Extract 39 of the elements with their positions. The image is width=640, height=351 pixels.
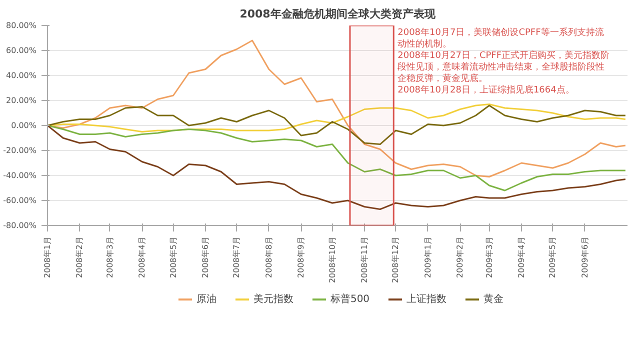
x-tick-label: 2009年2月: [456, 236, 465, 278]
y-tick-label: 60.00%: [6, 46, 37, 55]
x-tick-label: 2008年1月: [43, 236, 52, 278]
annotation: 2008年10月27日，CPFF正式开启购买，美元指数阶段性见顶，意味着流动性冲击结束，全球股指阶段性企稳反弹，黄金见底。: [398, 50, 610, 84]
y-tick-label: 80.00%: [6, 21, 37, 30]
chart-title: 2008年金融危机期间全球大类资产表现: [240, 8, 436, 20]
y-tick-label: -60.00%: [3, 196, 37, 205]
x-tick-label: 2009年4月: [516, 236, 526, 278]
y-tick-label: 20.00%: [6, 96, 37, 105]
x-tick-label: 2008年2月: [75, 236, 84, 278]
annotation: 2008年10月28日，上证综指见底1664点。: [398, 84, 574, 96]
legend-label: 上证指数: [406, 292, 447, 306]
x-tick-label: 2008年9月: [296, 236, 306, 278]
line-series: [48, 124, 626, 192]
x-tick-label: 2008年10月: [328, 236, 337, 284]
x-tick-label: 2008年7月: [232, 236, 242, 278]
x-tick-label: 2008年4月: [138, 236, 147, 278]
x-tick-label: 2008年6月: [200, 236, 210, 278]
x-tick-label: 2008年5月: [168, 236, 178, 278]
annotation: 2008年10月7日，美联储创设CPFF等一系列支持流动性的机制。: [398, 27, 604, 50]
y-tick-label: -80.00%: [3, 221, 37, 230]
line-series: [48, 104, 626, 145]
legend-label: 黄金: [484, 292, 504, 306]
x-tick-label: 2008年8月: [264, 236, 274, 278]
line-series: [48, 124, 626, 210]
x-tick-label: 2009年6月: [580, 236, 590, 278]
x-tick-label: 2008年12月: [391, 236, 400, 284]
y-tick-label: -20.00%: [3, 146, 37, 155]
y-tick-label: -40.00%: [3, 171, 37, 180]
legend-label: 美元指数: [253, 292, 294, 306]
x-tick-label: 2008年3月: [105, 236, 114, 278]
x-tick-label: 2009年5月: [548, 236, 558, 278]
x-tick-label: 2008年11月: [360, 236, 370, 284]
legend-label: 标普500: [330, 292, 370, 306]
legend-label: 原油: [196, 292, 216, 306]
x-tick-label: 2009年3月: [484, 236, 494, 278]
y-tick-label: 0.00%: [11, 121, 37, 130]
x-tick-label: 2009年1月: [423, 236, 432, 278]
y-tick-label: 40.00%: [6, 71, 37, 80]
